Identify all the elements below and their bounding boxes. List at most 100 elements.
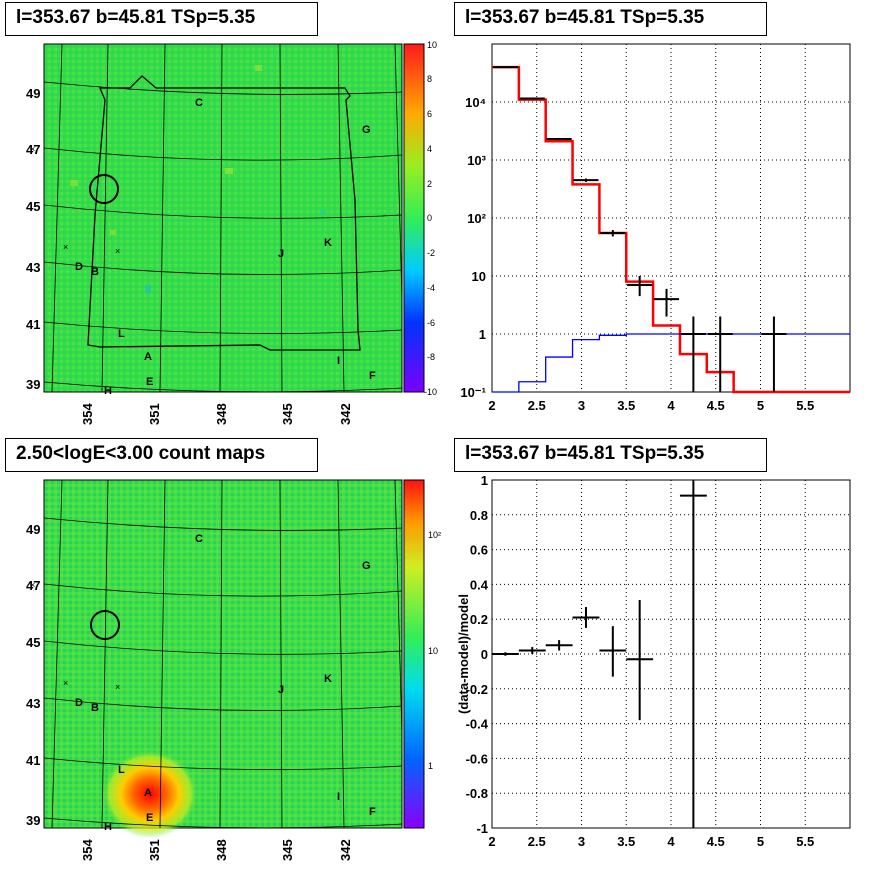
source-label-d: D — [75, 697, 83, 709]
svg-text:41: 41 — [26, 753, 40, 768]
count-map-source-labels: C G J K D B L A E H I F — [75, 533, 376, 833]
significance-map: × × × C G J K D B L A E H I F 49 47 45 4… — [26, 40, 437, 425]
source-label-a: A — [144, 787, 152, 799]
svg-text:348: 348 — [214, 403, 229, 425]
y-tick-label: 10 — [472, 269, 486, 284]
x-tick-label: 5 — [757, 834, 764, 849]
y-tick-label: 10² — [467, 211, 486, 226]
svg-text:-6: -6 — [427, 318, 435, 328]
x-tick-label: 2 — [488, 834, 495, 849]
y-tick-label: 1 — [479, 327, 486, 342]
sig-map-source-labels: C G J K D B L A E H I F — [75, 97, 376, 397]
svg-text:1: 1 — [428, 761, 433, 771]
y-axis-label: (data-model)/model — [456, 594, 471, 714]
source-label-l: L — [118, 328, 125, 340]
svg-text:2: 2 — [427, 179, 432, 189]
svg-text:×: × — [115, 682, 120, 692]
x-tick-label: 5.5 — [796, 398, 814, 413]
x-tick-label: 4.5 — [707, 398, 725, 413]
svg-text:354: 354 — [80, 403, 95, 425]
source-label-b: B — [91, 702, 99, 714]
y-tick-label: -0.2 — [466, 682, 488, 697]
source-label-j: J — [278, 248, 284, 260]
sig-map-speckles — [70, 65, 326, 293]
source-label-c: C — [195, 97, 203, 109]
source-label-k: K — [324, 673, 332, 685]
y-tick-label: 0.8 — [470, 508, 488, 523]
x-tick-label: 3.5 — [617, 834, 635, 849]
svg-text:×: × — [30, 580, 35, 590]
y-tick-label: 0.4 — [470, 577, 489, 592]
y-tick-label: -0.8 — [466, 786, 488, 801]
roi-outline — [87, 75, 361, 351]
y-tick-label: 10⁻¹ — [460, 385, 486, 400]
svg-text:-4: -4 — [427, 283, 435, 293]
source-label-g: G — [362, 560, 371, 572]
source-label-i: I — [337, 355, 340, 367]
source-label-d: D — [75, 261, 83, 273]
svg-text:39: 39 — [26, 813, 40, 828]
x-tick-label: 5.5 — [796, 834, 814, 849]
source-label-e: E — [146, 376, 153, 388]
sig-map-lat-ticks: 49 47 45 43 41 39 — [26, 86, 40, 392]
svg-text:45: 45 — [26, 199, 40, 214]
source-label-b: B — [91, 266, 99, 278]
y-tick-label: -1 — [476, 821, 488, 836]
x-tick-label: 2 — [488, 398, 495, 413]
tr-panel-title: l=353.67 b=45.81 TSp=5.35 — [454, 2, 767, 36]
svg-text:47: 47 — [26, 142, 40, 157]
svg-text:39: 39 — [26, 377, 40, 392]
svg-text:-8: -8 — [427, 352, 435, 362]
svg-text:342: 342 — [338, 403, 353, 425]
hot-spot — [102, 750, 198, 838]
x-tick-label: 2.5 — [528, 834, 546, 849]
x-tick-label: 3.5 — [617, 398, 635, 413]
svg-text:348: 348 — [214, 839, 229, 861]
x-tick-label: 4 — [667, 398, 675, 413]
x-tick-label: 4.5 — [707, 834, 725, 849]
x-tick-label: 4 — [667, 834, 675, 849]
count-colorbar — [403, 479, 425, 829]
svg-text:-2: -2 — [427, 248, 435, 258]
y-tick-label: 1 — [481, 473, 488, 488]
svg-text:43: 43 — [26, 260, 40, 275]
source-label-f: F — [369, 806, 376, 818]
source-label-g: G — [362, 124, 371, 136]
source-label-i: I — [337, 791, 340, 803]
svg-text:45: 45 — [26, 635, 40, 650]
y-tick-label: 10⁴ — [465, 95, 486, 110]
count-map-lat-ticks: 49 47 45 43 41 39 — [26, 522, 40, 828]
svg-text:0: 0 — [427, 213, 432, 223]
br-panel-title: l=353.67 b=45.81 TSp=5.35 — [454, 438, 767, 472]
source-label-h: H — [104, 385, 112, 397]
spectrum-plot: 2 2.5 3 3.5 4 4.5 5 5.5 10⁻¹ 1 10 10² 10³ 10⁴ — [460, 43, 851, 413]
x-tick-label: 3 — [578, 398, 585, 413]
svg-text:-10: -10 — [424, 387, 437, 397]
svg-text:41: 41 — [26, 317, 40, 332]
sig-map-area — [43, 43, 403, 393]
cross-marker: × — [30, 144, 35, 154]
svg-text:6: 6 — [427, 109, 432, 119]
bl-panel-title: 2.50<logE<3.00 count maps — [5, 438, 318, 472]
svg-text:354: 354 — [80, 839, 95, 861]
x-tick-label: 3 — [578, 834, 585, 849]
source-circle — [90, 610, 120, 640]
y-tick-label: -0.4 — [466, 717, 489, 732]
source-label-h: H — [104, 821, 112, 833]
svg-text:47: 47 — [26, 578, 40, 593]
svg-text:×: × — [63, 242, 68, 252]
source-label-j: J — [278, 684, 284, 696]
svg-text:43: 43 — [26, 696, 40, 711]
y-tick-label: 0.6 — [470, 543, 488, 558]
source-label-a: A — [144, 351, 152, 363]
svg-text:351: 351 — [147, 403, 162, 425]
series-step-line — [492, 65, 850, 394]
residual-plot: 2 2.5 3 3.5 4 4.5 5 5.5 1 0.8 0.6 0.4 0.2 0 -0.2 -0.4 -0… — [456, 473, 851, 849]
svg-text:8: 8 — [427, 74, 432, 84]
svg-text:10²: 10² — [428, 530, 441, 540]
svg-text:345: 345 — [280, 403, 295, 425]
source-label-c: C — [195, 533, 203, 545]
svg-text:10: 10 — [427, 40, 437, 50]
x-tick-label: 2.5 — [528, 398, 546, 413]
count-map-lon-ticks: 354 351 348 345 342 — [80, 839, 353, 861]
